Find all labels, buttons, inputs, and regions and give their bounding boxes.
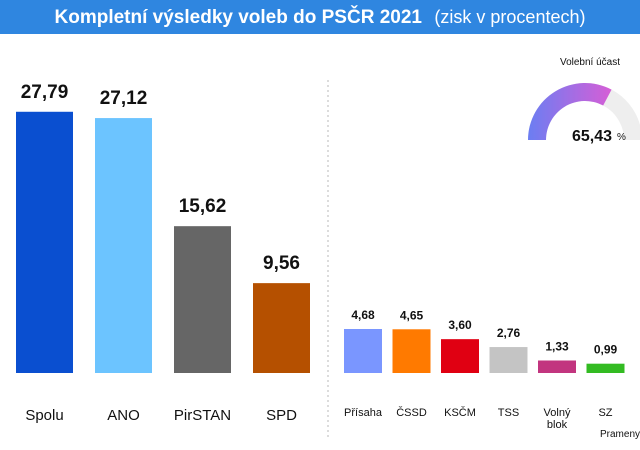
category-label-tss: TSS <box>498 407 519 419</box>
chart-title: Kompletní výsledky voleb do PSČR 2021 <box>54 7 422 28</box>
category-label-spolu: Spolu <box>25 407 63 424</box>
bar-sz <box>586 363 625 373</box>
bar-pirstan <box>174 226 231 373</box>
chart-header: Kompletní výsledky voleb do PSČR 2021 (z… <box>0 0 640 34</box>
bar-volny-blok <box>538 360 576 373</box>
chart-subtitle: (zisk v procentech) <box>434 7 586 27</box>
major-parties-bars: 27,79 Spolu 27,12 ANO 15,62 PirSTAN 9,56 SPD <box>16 82 310 424</box>
turnout-gauge-fill <box>528 83 612 140</box>
turnout-unit: % <box>617 132 626 143</box>
bar-tss <box>489 347 528 373</box>
category-label-ano: ANO <box>107 407 140 424</box>
value-label-prisaha: 4,68 <box>351 308 375 322</box>
value-label-sz: 0,99 <box>594 343 618 357</box>
source-label: Prameny <box>600 429 640 440</box>
turnout-value: 65,43 <box>572 128 612 145</box>
value-label-volny-blok: 1,33 <box>545 339 569 353</box>
category-label-spd: SPD <box>266 407 297 424</box>
bar-cssd <box>392 329 431 373</box>
value-label-spolu: 27,79 <box>21 82 69 103</box>
category-label-sz: SZ <box>598 407 612 419</box>
value-label-ano: 27,12 <box>100 88 148 109</box>
category-label-cssd: ČSSD <box>396 406 427 419</box>
minor-parties-bars: 4,68 Přísaha 4,65 ČSSD 3,60 KSČM 2,76 TSS 1,33 Vo… <box>344 308 625 431</box>
bar-ano <box>95 118 152 374</box>
turnout-gauge: Volební účast 65,43 % <box>528 57 640 145</box>
value-label-spd: 9,56 <box>263 253 300 274</box>
category-label-kscm: KSČM <box>444 406 476 419</box>
bar-kscm <box>441 339 479 373</box>
value-label-pirstan: 15,62 <box>179 196 227 217</box>
bar-prisaha <box>344 329 382 373</box>
category-label-prisaha: Přísaha <box>344 407 383 419</box>
turnout-label: Volební účast <box>560 57 620 68</box>
value-label-kscm: 3,60 <box>448 318 472 332</box>
bar-spolu <box>16 111 73 374</box>
category-label-volny-blok: Volný blok <box>544 407 571 431</box>
category-label-pirstan: PirSTAN <box>174 407 231 424</box>
bar-spd <box>253 283 310 373</box>
value-label-cssd: 4,65 <box>400 308 424 322</box>
value-label-tss: 2,76 <box>497 326 521 340</box>
